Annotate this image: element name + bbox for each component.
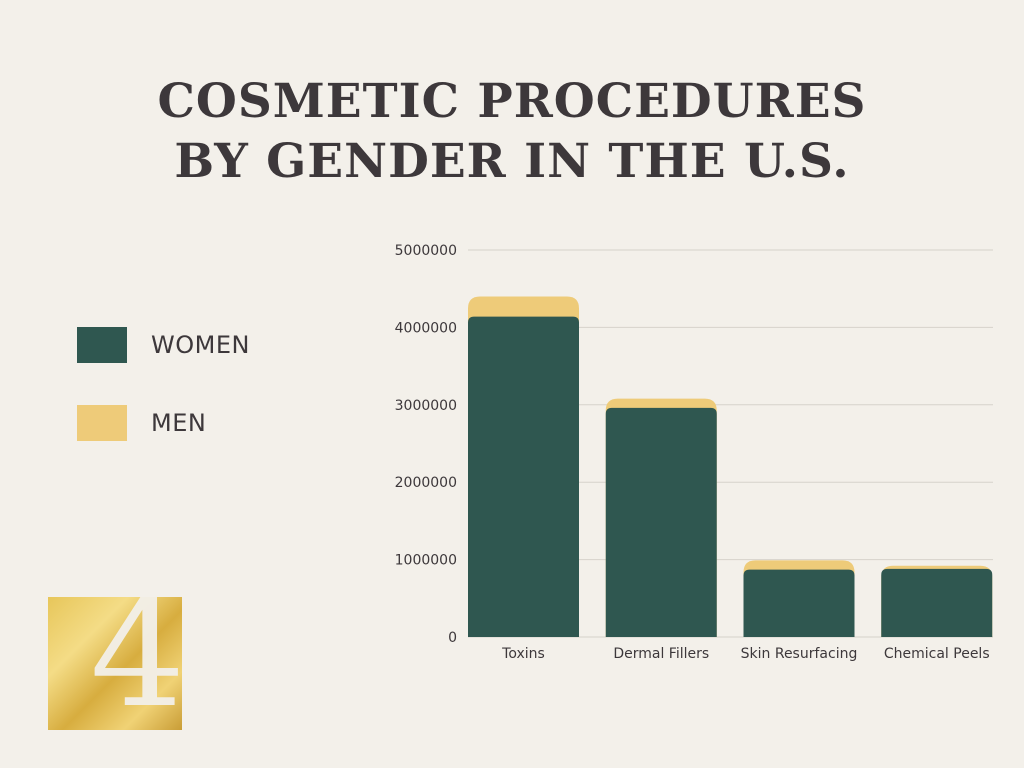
chart-title: COSMETIC PROCEDURES BY GENDER IN THE U.S… <box>0 72 1024 192</box>
chart-title-line-2: BY GENDER IN THE U.S. <box>174 134 850 189</box>
brand-logo: 4 <box>48 597 182 730</box>
bar-group-chemical-peels <box>881 565 993 637</box>
bar-women-skin-resurfacing <box>743 569 855 637</box>
legend-item-men: MEN <box>77 405 206 441</box>
legend-label-men: MEN <box>151 409 207 437</box>
legend-swatch-women <box>77 327 127 363</box>
legend-label-women: WOMEN <box>151 331 250 359</box>
legend-item-women: WOMEN <box>77 327 250 363</box>
logo-glyph: 4 <box>90 597 182 730</box>
y-tick-label-1000000: 1000000 <box>395 553 457 569</box>
legend-swatch-men <box>77 405 127 441</box>
y-tick-label-2000000: 2000000 <box>395 475 457 491</box>
bar-women-dermal-fillers <box>605 407 717 637</box>
bar-group-toxins <box>468 296 579 637</box>
y-tick-label-0: 0 <box>448 630 457 646</box>
x-tick-label-dermal-fillers: Dermal Fillers <box>613 646 709 662</box>
bar-group-dermal-fillers <box>605 398 717 637</box>
y-tick-label-3000000: 3000000 <box>395 398 457 414</box>
bar-women-toxins <box>468 316 579 637</box>
bar-women-chemical-peels <box>881 568 993 637</box>
x-tick-label-toxins: Toxins <box>501 646 545 662</box>
bar-group-skin-resurfacing <box>743 560 855 637</box>
x-tick-label-chemical-peels: Chemical Peels <box>884 646 990 662</box>
chart-title-line-1: COSMETIC PROCEDURES <box>157 74 867 129</box>
y-tick-label-4000000: 4000000 <box>395 320 457 336</box>
x-tick-label-skin-resurfacing: Skin Resurfacing <box>741 646 858 662</box>
y-tick-label-5000000: 5000000 <box>395 243 457 259</box>
